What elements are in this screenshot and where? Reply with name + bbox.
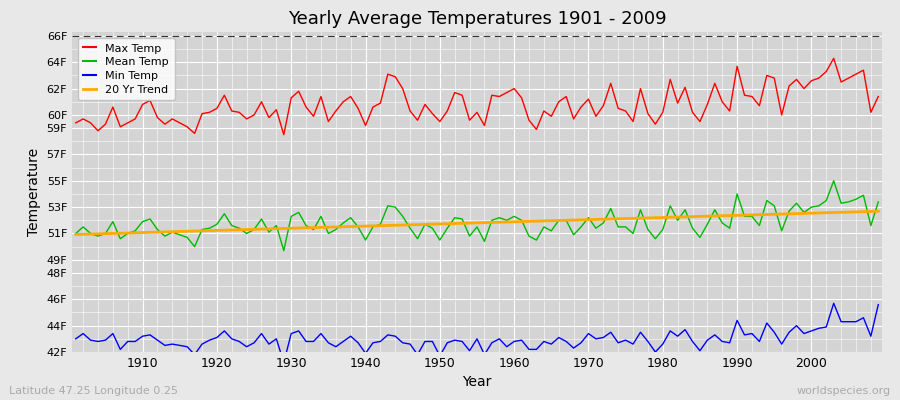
- Legend: Max Temp, Mean Temp, Min Temp, 20 Yr Trend: Max Temp, Mean Temp, Min Temp, 20 Yr Tre…: [77, 38, 175, 100]
- Title: Yearly Average Temperatures 1901 - 2009: Yearly Average Temperatures 1901 - 2009: [288, 10, 666, 28]
- X-axis label: Year: Year: [463, 376, 491, 390]
- Y-axis label: Temperature: Temperature: [27, 148, 41, 236]
- Text: worldspecies.org: worldspecies.org: [796, 386, 891, 396]
- Text: Latitude 47.25 Longitude 0.25: Latitude 47.25 Longitude 0.25: [9, 386, 178, 396]
